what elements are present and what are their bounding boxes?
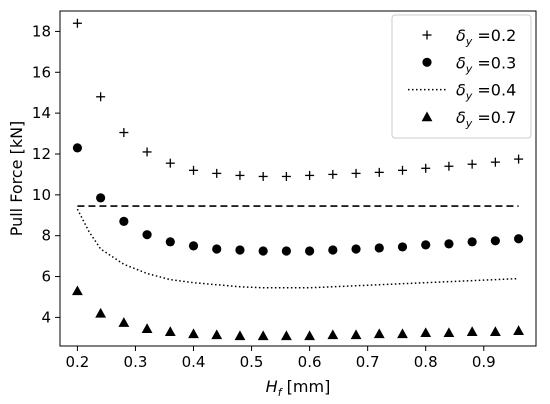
series-1-point bbox=[351, 244, 361, 254]
series-1-point bbox=[212, 244, 222, 254]
series-3-point bbox=[257, 330, 269, 341]
series-3-point bbox=[72, 285, 83, 296]
series-1-point bbox=[142, 230, 152, 240]
x-tick-label: 0.4 bbox=[182, 353, 206, 371]
series-1-point bbox=[328, 245, 338, 255]
x-tick-label: 0.9 bbox=[472, 353, 496, 371]
series-1-point bbox=[281, 246, 291, 256]
series-1-point bbox=[119, 216, 129, 226]
series-3-point bbox=[234, 330, 246, 341]
series-0-point bbox=[514, 154, 524, 164]
x-tick-label: 0.6 bbox=[298, 353, 322, 371]
series-3-point bbox=[420, 327, 432, 338]
series-3-point bbox=[280, 330, 292, 341]
series-0-point bbox=[444, 161, 454, 171]
y-tick-label: 10 bbox=[32, 186, 51, 204]
series-3-point bbox=[466, 326, 478, 337]
series-3-point bbox=[118, 317, 130, 327]
series-3-point bbox=[443, 327, 455, 338]
axes: 0.2 0.3 0.4 0.5 0.6 0.7 0.8 0.9 4 6 8 10 12 14 16 18 Hf … bbox=[7, 10, 537, 399]
series-3-point bbox=[373, 328, 385, 339]
legend-box bbox=[391, 14, 532, 139]
series-1-point bbox=[96, 193, 106, 203]
series-0-point bbox=[119, 128, 129, 138]
series-1-point bbox=[305, 246, 315, 256]
series-3-point bbox=[188, 328, 199, 339]
legend-swatch-plus bbox=[422, 30, 432, 40]
series-0-point bbox=[165, 158, 175, 168]
series-0-point bbox=[467, 159, 477, 169]
series-3-point bbox=[397, 328, 408, 339]
series-1-point bbox=[397, 242, 408, 252]
series-1-point bbox=[188, 241, 199, 251]
series-3-point bbox=[327, 329, 339, 340]
series-1-point bbox=[235, 245, 245, 255]
series-1-point bbox=[258, 246, 268, 256]
y-tick-label: 16 bbox=[32, 63, 51, 81]
legend-entry-label: δy =0.3 bbox=[456, 53, 516, 75]
series-0-point bbox=[281, 171, 291, 181]
legend-entry-label: δy =0.4 bbox=[456, 81, 516, 103]
y-tick-label: 18 bbox=[32, 22, 51, 40]
series-0-point bbox=[374, 167, 384, 177]
series-1-point bbox=[72, 143, 83, 153]
series-3-point bbox=[211, 329, 223, 340]
series-0-point bbox=[421, 163, 431, 173]
series-1-point bbox=[374, 243, 384, 253]
x-tick-label: 0.5 bbox=[240, 353, 264, 371]
y-tick-label: 12 bbox=[32, 145, 51, 163]
series-1-point bbox=[421, 240, 431, 250]
y-tick-label: 8 bbox=[41, 227, 51, 245]
series-3-point bbox=[513, 325, 524, 335]
series-2-dotted-line bbox=[76, 208, 519, 289]
series-3-point bbox=[141, 323, 153, 333]
x-tick-label: 0.2 bbox=[65, 353, 89, 371]
series-0-point bbox=[142, 147, 152, 157]
series-1-point bbox=[467, 237, 477, 247]
x-tick-label: 0.8 bbox=[414, 353, 438, 371]
x-tick-label: 0.3 bbox=[124, 353, 148, 371]
series-0-point bbox=[351, 168, 361, 178]
series-0-point bbox=[305, 170, 315, 180]
series-3-point bbox=[350, 329, 362, 340]
series-1-point bbox=[490, 236, 500, 246]
series-3-point bbox=[304, 330, 316, 341]
series-3-point bbox=[164, 326, 176, 337]
series-0-point bbox=[258, 171, 268, 181]
plot-marks bbox=[72, 18, 524, 341]
legend-swatch-circle bbox=[422, 57, 432, 67]
legend-swatch-triangle bbox=[421, 111, 433, 122]
series-0-point bbox=[397, 165, 407, 175]
x-axis-label: Hf [mm] bbox=[266, 377, 331, 399]
series-0-point bbox=[189, 165, 199, 175]
legend: δy =0.2 δy =0.3 δy =0.4 δy =0.7 bbox=[391, 14, 532, 139]
series-0-point bbox=[96, 92, 106, 102]
y-tick-label: 14 bbox=[32, 104, 51, 122]
series-0-point bbox=[72, 18, 82, 28]
series-0-point bbox=[490, 157, 500, 167]
series-0-point bbox=[212, 168, 222, 178]
series-1-point bbox=[513, 234, 524, 244]
series-0-point bbox=[328, 169, 338, 179]
y-tick-label: 6 bbox=[41, 268, 51, 286]
legend-entry-label: δy =0.7 bbox=[456, 108, 516, 130]
series-3-point bbox=[489, 326, 501, 337]
legend-entry-label: δy =0.2 bbox=[456, 26, 516, 48]
plot-frame bbox=[59, 10, 537, 347]
x-tick-label: 0.7 bbox=[356, 353, 380, 371]
series-3-point bbox=[95, 307, 107, 318]
series-1-point bbox=[444, 239, 454, 249]
y-tick-label: 4 bbox=[41, 308, 51, 326]
series-0-point bbox=[235, 170, 245, 180]
series-1-point bbox=[165, 237, 175, 247]
y-axis-label: Pull Force [kN] bbox=[7, 121, 26, 237]
